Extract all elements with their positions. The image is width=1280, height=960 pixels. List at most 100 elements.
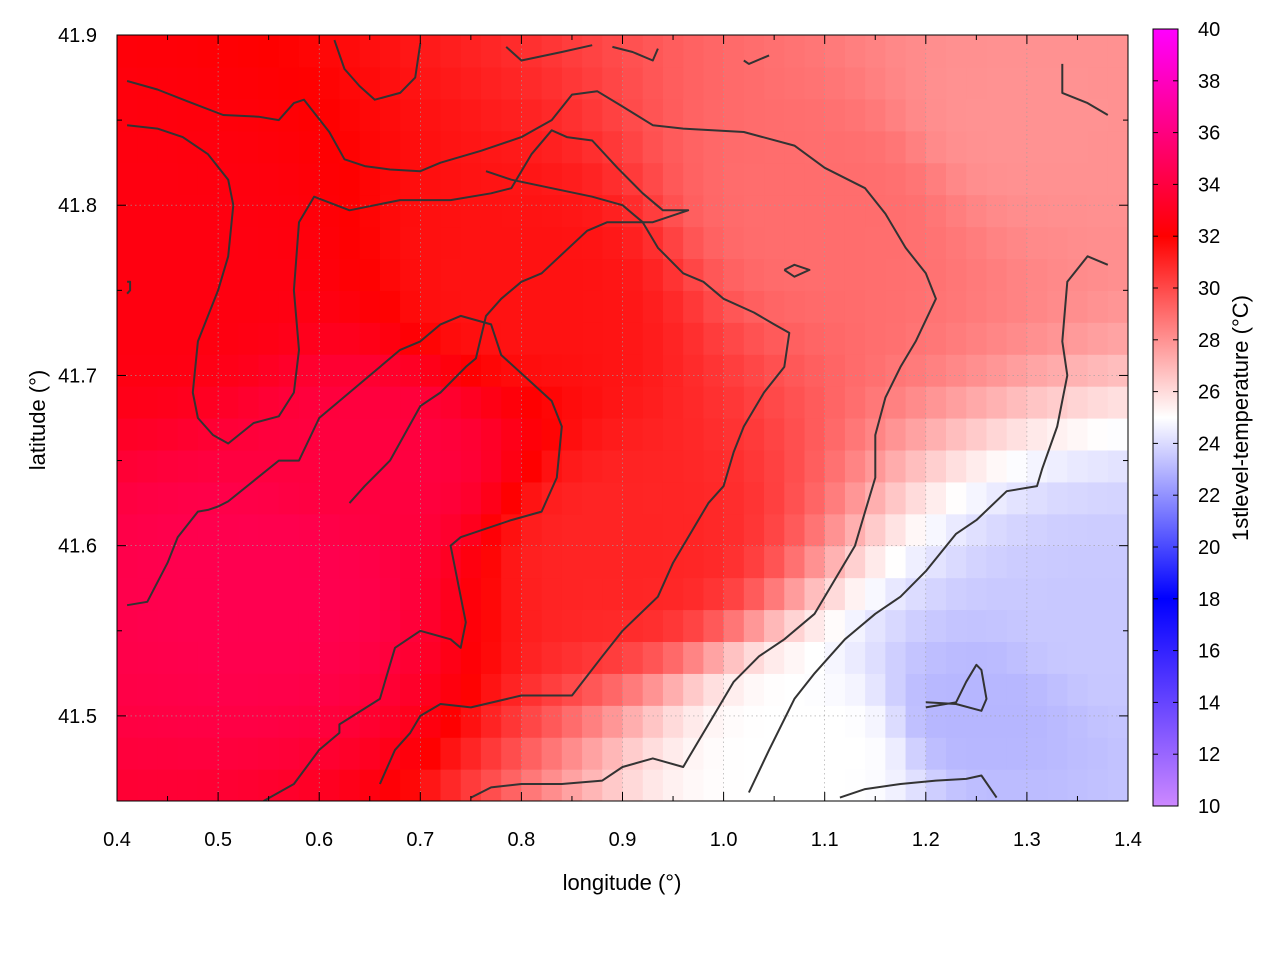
heatmap-cell <box>501 290 522 323</box>
heatmap-cell <box>824 577 846 611</box>
heatmap-cell <box>440 705 462 738</box>
heatmap-cell <box>298 322 320 355</box>
heatmap-cell <box>582 513 603 547</box>
heatmap-cell <box>480 386 502 419</box>
heatmap-cell <box>966 577 988 611</box>
heatmap-cell <box>1107 513 1128 547</box>
heatmap-cell <box>117 130 138 164</box>
heatmap-cell <box>177 737 199 770</box>
heatmap-cell <box>925 737 947 770</box>
heatmap-cell <box>238 481 260 515</box>
heatmap-cell <box>723 66 745 100</box>
heatmap-cell <box>379 194 401 228</box>
heatmap-cell <box>885 737 907 770</box>
heatmap-cell <box>1107 194 1128 228</box>
heatmap-cell <box>764 609 785 643</box>
heatmap-cell <box>400 290 421 323</box>
heatmap-cell <box>278 737 300 770</box>
heatmap-cell <box>925 449 947 483</box>
heatmap-cell <box>1067 162 1089 196</box>
heatmap-cell <box>662 673 684 706</box>
heatmap-cell <box>784 418 806 451</box>
heatmap-cell <box>1087 449 1109 483</box>
heatmap-cell <box>1047 162 1068 196</box>
heatmap-cell <box>844 641 866 674</box>
heatmap-cell <box>986 290 1008 323</box>
heatmap-cell <box>602 705 624 738</box>
contour-line <box>747 255 1109 793</box>
heatmap-cell <box>480 226 502 260</box>
heatmap-cell <box>784 769 806 801</box>
heatmap-cell <box>723 737 745 770</box>
heatmap-cell <box>218 194 239 228</box>
heatmap-cell <box>278 194 300 228</box>
heatmap-cell <box>723 130 745 164</box>
heatmap-cell <box>521 673 543 706</box>
heatmap-cell <box>197 545 219 579</box>
heatmap-cell <box>501 481 522 515</box>
heatmap-cell <box>278 641 300 674</box>
heatmap-cell <box>379 162 401 196</box>
heatmap-cell <box>946 545 967 579</box>
heatmap-cell <box>359 226 381 260</box>
heatmap-cell <box>359 130 381 164</box>
heatmap-cell <box>844 449 866 483</box>
heatmap-cell <box>844 386 866 419</box>
heatmap-cell <box>865 258 886 291</box>
heatmap-cell <box>1107 673 1128 706</box>
y-axis-ticks: 41.5 41.6 41.7 41.8 41.9 <box>58 25 1128 802</box>
heatmap-cell <box>258 322 280 355</box>
heatmap-cell <box>238 609 260 643</box>
heatmap-cell <box>561 641 583 674</box>
heatmap-cell <box>1047 769 1068 801</box>
heatmap-cell <box>642 386 664 419</box>
heatmap-cell <box>622 386 644 419</box>
heatmap-cell <box>218 418 239 451</box>
x-axis-ticks: 0.4 0.5 0.6 0.7 0.8 0.9 1.0 1.1 1.2 1.3 1.4 <box>103 35 1142 851</box>
heatmap-cell <box>622 545 644 579</box>
heatmap-cell <box>339 418 361 451</box>
heatmap-cell <box>662 290 684 323</box>
heatmap-cell <box>278 481 300 515</box>
heatmap-cell <box>764 481 785 515</box>
heatmap-cell <box>137 354 159 387</box>
heatmap-cell <box>865 290 886 323</box>
heatmap-cell <box>521 162 543 196</box>
heatmap-cell <box>824 673 846 706</box>
heatmap-cell <box>541 66 563 100</box>
heatmap-cell <box>1107 449 1128 483</box>
heatmap-cell <box>642 609 664 643</box>
heatmap-cell <box>824 226 846 260</box>
heatmap-cell <box>420 545 442 579</box>
heatmap-cell <box>197 449 219 483</box>
heatmap-cell <box>1067 258 1089 291</box>
heatmap-cell <box>460 66 482 100</box>
heatmap-cell <box>339 130 361 164</box>
heatmap-cell <box>521 545 543 579</box>
heatmap-cell <box>602 130 624 164</box>
heatmap-cell <box>339 354 361 387</box>
heatmap-cell <box>541 258 563 291</box>
y-tick-label: 41.8 <box>58 195 97 217</box>
heatmap-cell <box>703 35 725 68</box>
heatmap-cell <box>602 258 624 291</box>
heatmap-cell <box>764 226 785 260</box>
heatmap-cell <box>541 418 563 451</box>
heatmap-cell <box>420 130 442 164</box>
heatmap-cell <box>683 481 704 515</box>
heatmap-cell <box>400 35 421 68</box>
heatmap-cell <box>1047 194 1068 228</box>
heatmap-cell <box>1026 386 1048 419</box>
heatmap-cell <box>602 641 624 674</box>
heatmap-cell <box>319 322 341 355</box>
heatmap-cell <box>946 35 967 68</box>
heatmap-cell <box>258 481 280 515</box>
heatmap-cell <box>885 162 907 196</box>
heatmap-cell <box>1006 98 1028 132</box>
heatmap-cell <box>359 322 381 355</box>
heatmap-cell <box>582 386 603 419</box>
heatmap-cell <box>1107 386 1128 419</box>
heatmap-cell <box>865 194 886 228</box>
heatmap-cell <box>986 35 1008 68</box>
